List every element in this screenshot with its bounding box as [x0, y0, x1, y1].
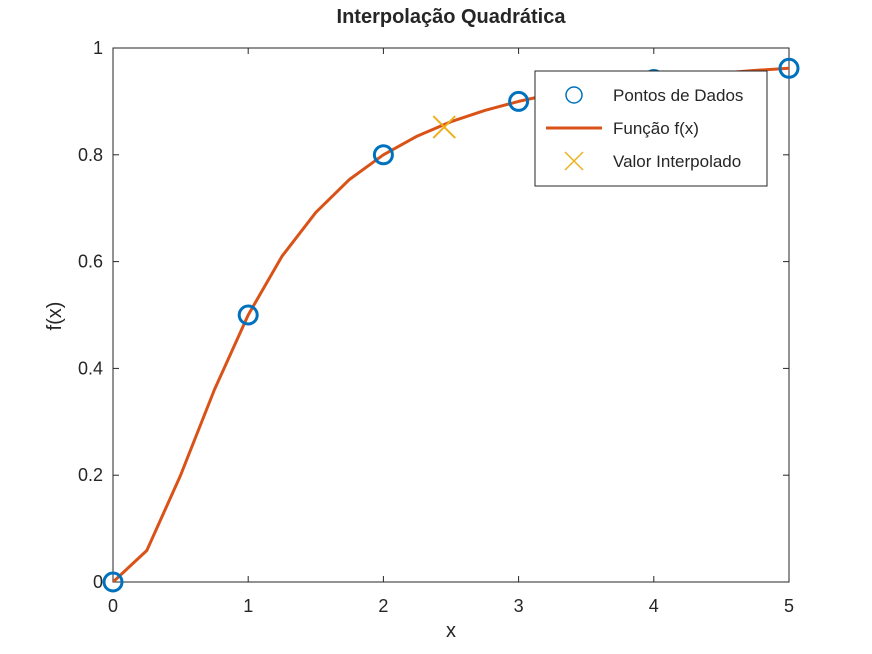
legend-label-data-points: Pontos de Dados [613, 86, 743, 105]
x-axis-label: x [446, 620, 456, 642]
data-point [102, 571, 124, 593]
y-tick-label: 0.8 [78, 145, 103, 165]
x-tick-label: 4 [649, 596, 659, 616]
axis-ticks: 0 1 2 3 4 5 0 0.2 0.4 0.6 0.8 1 [78, 38, 794, 616]
legend-x-marker-icon [564, 151, 584, 171]
x-tick-label: 3 [514, 596, 524, 616]
y-axis-label: f(x) [44, 302, 66, 331]
legend-entry-interpolated: Valor Interpolado [564, 151, 741, 171]
chart-title: Interpolação Quadrática [337, 6, 567, 28]
data-point [372, 144, 394, 166]
x-tick-label: 1 [243, 596, 253, 616]
y-tick-label: 0 [93, 572, 103, 592]
y-tick-label: 1 [93, 38, 103, 58]
interpolated-point [432, 115, 456, 139]
data-point [508, 90, 530, 112]
legend-label-function: Função f(x) [613, 119, 699, 138]
legend-entry-data-points: Pontos de Dados [565, 86, 743, 105]
legend-label-interpolated: Valor Interpolado [613, 152, 741, 171]
data-point [237, 304, 259, 326]
x-tick-label: 5 [784, 596, 794, 616]
y-tick-label: 0.2 [78, 465, 103, 485]
x-tick-label: 0 [108, 596, 118, 616]
legend: Pontos de Dados Função f(x) Valor Interp… [534, 70, 768, 187]
data-point [778, 57, 800, 79]
legend-circle-marker-icon [565, 86, 583, 104]
x-tick-label: 2 [378, 596, 388, 616]
y-tick-label: 0.6 [78, 252, 103, 272]
y-tick-label: 0.4 [78, 358, 103, 378]
legend-entry-function: Função f(x) [546, 119, 699, 138]
